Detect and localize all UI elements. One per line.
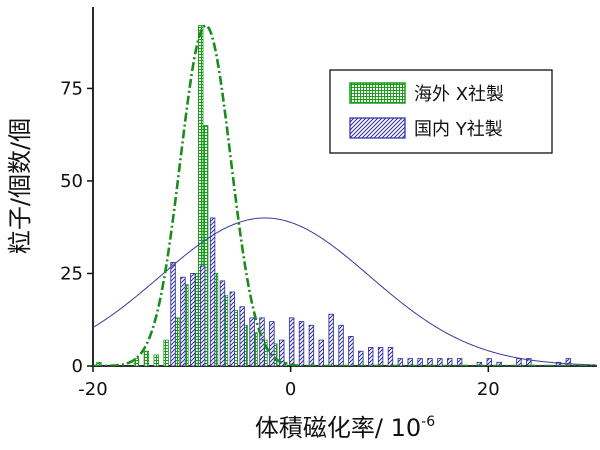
bar-series-y — [219, 280, 226, 366]
bar-series-y — [249, 317, 255, 366]
bar-series-y — [308, 324, 315, 366]
series-y-fit-curve — [93, 217, 597, 366]
x-axis-title-text: 体積磁化率/ 10 — [255, 414, 421, 442]
series-y-bars — [170, 217, 572, 366]
bar-series-y — [259, 317, 265, 366]
y-tick-label: 75 — [60, 78, 83, 99]
series-x-fit-curve — [93, 24, 597, 366]
legend-box — [329, 69, 553, 154]
y-axis-title: 粒子/個数/個 — [6, 118, 34, 254]
bar-series-y — [456, 358, 463, 366]
bar-series-x — [133, 358, 140, 366]
bar-series-y — [417, 358, 423, 366]
bar-series-y — [367, 347, 374, 366]
bar-series-y — [269, 321, 275, 366]
bar-series-x — [202, 125, 209, 366]
bar-series-y — [437, 358, 443, 366]
bar-series-y — [338, 324, 344, 366]
y-tick-label: 25 — [60, 263, 83, 284]
y-tick-label: 0 — [72, 356, 83, 377]
bar-series-x — [143, 350, 150, 366]
bar-series-y — [318, 339, 324, 366]
bar-series-y — [229, 291, 236, 366]
bar-series-y — [377, 347, 384, 366]
bar-series-y — [427, 358, 433, 366]
bar-series-y — [180, 276, 186, 366]
x-tick-label: 20 — [477, 379, 500, 400]
bar-series-y — [348, 335, 354, 366]
bar-series-y — [358, 350, 364, 366]
x-axis-title: 体積磁化率/ 10-6 — [255, 414, 435, 442]
bar-series-y — [190, 273, 196, 366]
bar-series-y — [288, 317, 295, 366]
bar-series-y — [279, 339, 285, 366]
x-tick-label: 0 — [285, 379, 296, 400]
y-tick-label: 50 — [60, 171, 83, 192]
bar-series-y — [555, 361, 562, 366]
bar-series-y — [526, 358, 532, 366]
bar-series-y — [565, 358, 572, 366]
bar-series-y — [397, 358, 404, 366]
legend-swatch-x — [349, 82, 406, 104]
series-x-bars — [96, 25, 288, 366]
bar-series-x — [153, 354, 159, 366]
x-axis-title-exponent: -6 — [421, 414, 435, 430]
x-tick-label: -20 — [78, 379, 107, 400]
bar-series-y — [209, 217, 216, 366]
bar-series-y — [298, 321, 305, 366]
bar-series-y — [447, 358, 453, 366]
legend-swatch-y — [349, 117, 406, 139]
bar-series-y — [199, 265, 206, 366]
bar-series-x — [163, 339, 169, 366]
bar-series-y — [328, 313, 334, 366]
legend: 海外 X社製 国内 Y社製 — [329, 69, 553, 154]
bar-series-y — [486, 358, 492, 366]
bar-series-y — [387, 347, 394, 366]
legend-label-y: 国内 Y社製 — [414, 119, 503, 140]
legend-label-x: 海外 X社製 — [414, 84, 504, 105]
bar-series-y — [239, 306, 245, 366]
bar-series-y — [170, 261, 176, 366]
bar-series-y — [407, 358, 413, 366]
